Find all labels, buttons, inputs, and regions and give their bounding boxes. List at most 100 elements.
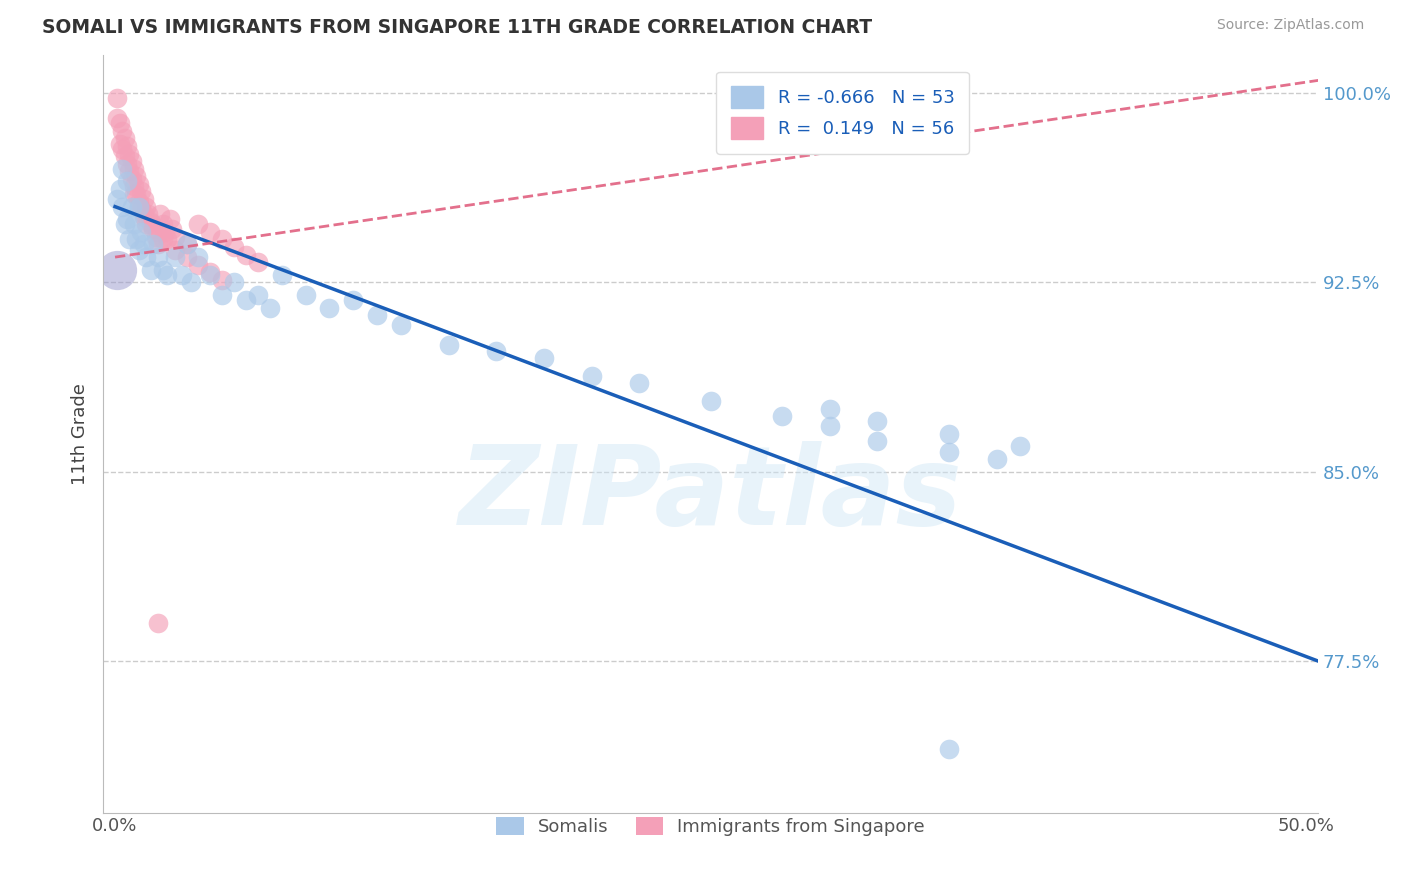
Point bbox=[149, 207, 172, 221]
Point bbox=[128, 243, 150, 257]
Point bbox=[270, 268, 292, 282]
Point bbox=[108, 136, 131, 151]
Point bbox=[115, 139, 138, 153]
Point bbox=[146, 225, 169, 239]
Point bbox=[125, 232, 148, 246]
Point bbox=[128, 200, 150, 214]
Point bbox=[135, 200, 157, 214]
Point bbox=[938, 444, 960, 458]
Point bbox=[139, 215, 162, 229]
Point bbox=[152, 232, 174, 246]
Point bbox=[156, 268, 179, 282]
Point bbox=[159, 212, 181, 227]
Text: ZIPatlas: ZIPatlas bbox=[458, 441, 963, 548]
Point bbox=[132, 237, 155, 252]
Point bbox=[129, 202, 152, 216]
Point bbox=[581, 368, 603, 383]
Point bbox=[485, 343, 508, 358]
Point bbox=[108, 182, 131, 196]
Point bbox=[146, 250, 169, 264]
Point bbox=[115, 157, 138, 171]
Point bbox=[125, 169, 148, 184]
Point bbox=[132, 192, 155, 206]
Point bbox=[1010, 440, 1032, 454]
Point bbox=[224, 240, 246, 254]
Point bbox=[986, 452, 1008, 467]
Point bbox=[118, 146, 141, 161]
Point bbox=[187, 258, 209, 272]
Point bbox=[156, 232, 179, 246]
Point bbox=[121, 200, 143, 214]
Point bbox=[114, 217, 136, 231]
Point bbox=[122, 161, 145, 176]
Point bbox=[180, 276, 202, 290]
Point bbox=[211, 273, 233, 287]
Point bbox=[187, 250, 209, 264]
Point bbox=[114, 131, 136, 145]
Point bbox=[176, 237, 198, 252]
Point bbox=[135, 250, 157, 264]
Point bbox=[163, 230, 186, 244]
Point bbox=[246, 255, 269, 269]
Point bbox=[125, 186, 148, 201]
Point bbox=[145, 230, 167, 244]
Point bbox=[142, 237, 165, 252]
Point bbox=[111, 200, 134, 214]
Point bbox=[111, 124, 134, 138]
Point bbox=[246, 288, 269, 302]
Text: SOMALI VS IMMIGRANTS FROM SINGAPORE 11TH GRADE CORRELATION CHART: SOMALI VS IMMIGRANTS FROM SINGAPORE 11TH… bbox=[42, 18, 872, 37]
Point bbox=[115, 174, 138, 188]
Point bbox=[818, 419, 841, 434]
Point bbox=[163, 250, 186, 264]
Point bbox=[139, 262, 162, 277]
Point bbox=[107, 262, 129, 277]
Point bbox=[107, 192, 129, 206]
Point bbox=[118, 232, 141, 246]
Point bbox=[200, 265, 222, 279]
Point bbox=[211, 288, 233, 302]
Point bbox=[699, 394, 721, 409]
Point bbox=[163, 243, 186, 257]
Point bbox=[107, 91, 129, 105]
Point bbox=[152, 262, 174, 277]
Point bbox=[224, 276, 246, 290]
Point bbox=[152, 217, 174, 231]
Point bbox=[437, 338, 460, 352]
Point bbox=[153, 225, 176, 239]
Point bbox=[211, 232, 233, 246]
Point bbox=[128, 177, 150, 191]
Point bbox=[818, 401, 841, 416]
Point bbox=[176, 250, 198, 264]
Point bbox=[122, 186, 145, 201]
Y-axis label: 11th Grade: 11th Grade bbox=[72, 383, 89, 484]
Point bbox=[366, 308, 388, 322]
Point bbox=[111, 142, 134, 156]
Point bbox=[389, 318, 412, 333]
Point bbox=[176, 237, 198, 252]
Point bbox=[122, 217, 145, 231]
Point bbox=[160, 222, 183, 236]
Point bbox=[938, 426, 960, 441]
Legend: Somalis, Immigrants from Singapore: Somalis, Immigrants from Singapore bbox=[488, 808, 934, 846]
Point bbox=[187, 217, 209, 231]
Point bbox=[342, 293, 364, 307]
Point bbox=[170, 268, 193, 282]
Point bbox=[138, 207, 160, 221]
Point bbox=[294, 288, 316, 302]
Point bbox=[128, 200, 150, 214]
Point bbox=[128, 194, 150, 209]
Point bbox=[200, 225, 222, 239]
Point bbox=[122, 179, 145, 194]
Text: Source: ZipAtlas.com: Source: ZipAtlas.com bbox=[1216, 18, 1364, 32]
Point bbox=[318, 301, 340, 315]
Point bbox=[129, 185, 152, 199]
Point bbox=[533, 351, 555, 365]
Point bbox=[115, 212, 138, 227]
Point bbox=[200, 268, 222, 282]
Point bbox=[121, 172, 143, 186]
Point bbox=[142, 222, 165, 236]
Point bbox=[118, 164, 141, 178]
Point bbox=[107, 112, 129, 126]
Point bbox=[146, 237, 169, 252]
Point bbox=[132, 207, 155, 221]
